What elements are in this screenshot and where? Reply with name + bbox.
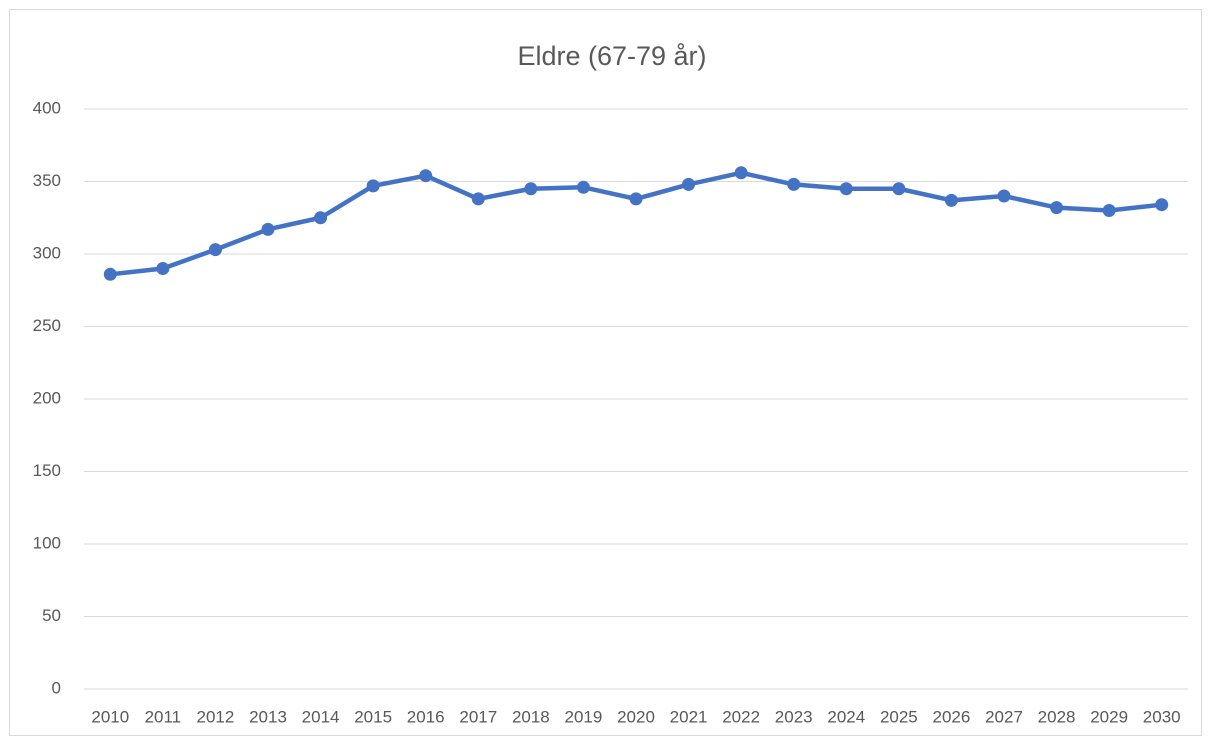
data-point — [366, 179, 380, 193]
data-point — [944, 193, 958, 207]
x-tick-label: 2026 — [933, 707, 971, 726]
data-point — [208, 243, 222, 257]
x-tick-label: 2014 — [302, 707, 340, 726]
x-tick-label: 2011 — [145, 707, 182, 726]
data-point — [1102, 204, 1116, 217]
y-tick-label: 350 — [33, 171, 61, 190]
y-tick-label: 50 — [42, 606, 61, 625]
y-tick-label: 150 — [33, 461, 61, 480]
data-point — [682, 177, 696, 191]
x-tick-label: 2025 — [880, 707, 918, 726]
data-point — [787, 177, 801, 191]
x-tick-label: 2010 — [91, 707, 129, 726]
data-point — [629, 192, 643, 206]
y-tick-label: 250 — [33, 316, 61, 335]
x-tick-label: 2029 — [1090, 707, 1128, 726]
x-tick-label: 2017 — [459, 707, 497, 726]
x-tick-label: 2023 — [775, 707, 813, 726]
x-tick-label: 2020 — [617, 707, 655, 726]
x-tick-label: 2015 — [354, 707, 392, 726]
data-point — [419, 169, 433, 183]
x-tick-label: 2030 — [1143, 707, 1181, 726]
x-tick-label: 2027 — [985, 707, 1023, 726]
y-tick-label: 0 — [52, 678, 61, 697]
x-tick-label: 2013 — [249, 707, 287, 726]
x-tick-label: 2028 — [1038, 707, 1076, 726]
data-point — [103, 267, 117, 281]
data-point — [524, 182, 538, 196]
x-tick-label: 2022 — [722, 707, 760, 726]
y-tick-label: 100 — [33, 533, 61, 552]
x-tick-label: 2021 — [670, 707, 708, 726]
data-point — [734, 166, 748, 180]
data-point — [314, 211, 328, 225]
x-tick-label: 2024 — [827, 707, 865, 726]
chart-title: Eldre (67-79 år) — [517, 41, 706, 71]
data-point — [892, 182, 906, 196]
data-point — [1155, 198, 1169, 212]
y-tick-label: 300 — [33, 243, 61, 262]
y-tick-label: 400 — [33, 98, 61, 117]
x-tick-label: 2019 — [565, 707, 603, 726]
x-tick-label: 2016 — [407, 707, 445, 726]
data-point — [839, 182, 853, 196]
data-point — [997, 189, 1011, 203]
data-point — [261, 222, 275, 236]
data-point — [576, 180, 590, 194]
y-tick-label: 200 — [33, 388, 61, 407]
data-point — [471, 192, 485, 206]
chart-frame — [9, 9, 1202, 736]
x-tick-label: 2018 — [512, 707, 550, 726]
data-point — [1050, 201, 1064, 215]
data-point — [156, 262, 170, 275]
x-tick-label: 2012 — [197, 707, 235, 726]
